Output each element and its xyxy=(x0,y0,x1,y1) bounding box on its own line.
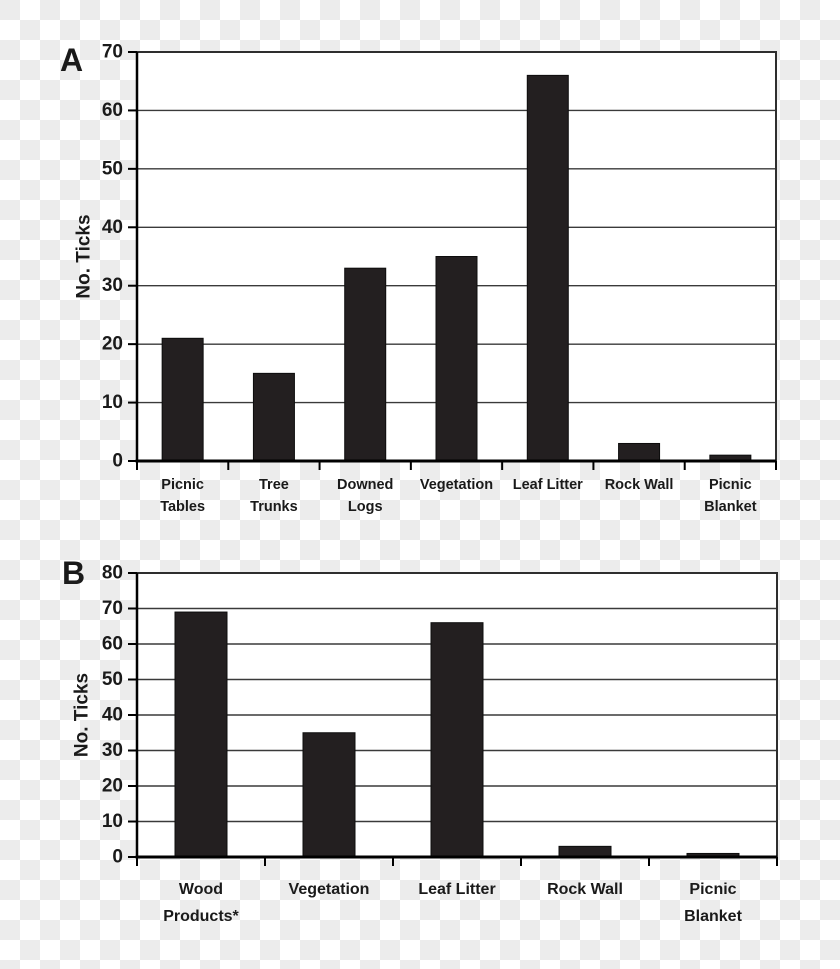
x-axis xyxy=(135,855,778,866)
bar xyxy=(344,267,387,462)
y-tick-label: 30 xyxy=(102,275,123,296)
category-label: Vegetation xyxy=(289,881,370,898)
category-label: Wood xyxy=(179,881,223,898)
y-tick-label: 50 xyxy=(102,158,123,179)
y-tick-label: 20 xyxy=(102,334,123,355)
category-labels: Wood Products* Vegetation Leaf Litter Rock W… xyxy=(163,881,742,925)
category-label: Tables xyxy=(160,499,205,515)
category-label: Picnic xyxy=(709,477,752,493)
category-label: Blanket xyxy=(704,499,757,515)
y-tick-label: 60 xyxy=(102,634,123,655)
bar xyxy=(174,611,228,858)
y-axis-title: No. Ticks xyxy=(74,214,95,298)
y-tick-label: 40 xyxy=(102,705,123,726)
y-tick-label: 0 xyxy=(112,847,123,868)
bars xyxy=(174,611,740,858)
y-axis: 0 10 20 30 40 50 60 70 80 xyxy=(102,563,139,868)
category-label: Blanket xyxy=(684,908,742,925)
y-tick-label: 80 xyxy=(102,563,123,584)
y-tick-label: 40 xyxy=(102,217,123,238)
y-tick-label: 50 xyxy=(102,669,123,690)
category-label: Leaf Litter xyxy=(513,477,583,493)
chart-panel-a: 0 10 20 30 40 50 60 70 Picnic Tables Tree Trunks Dow… xyxy=(60,42,777,515)
category-label: Logs xyxy=(348,499,383,515)
bar xyxy=(558,845,612,858)
y-axis-title: No. Ticks xyxy=(72,673,93,757)
x-axis xyxy=(135,459,777,470)
y-tick-label: 20 xyxy=(102,776,123,797)
bar xyxy=(435,256,478,462)
category-labels: Picnic Tables Tree Trunks Downed Logs Vegetati… xyxy=(160,477,756,515)
y-tick-label: 60 xyxy=(102,100,123,121)
bar xyxy=(302,732,356,858)
bar xyxy=(161,337,204,462)
y-tick-label: 70 xyxy=(102,598,123,619)
category-label: Trunks xyxy=(250,499,298,515)
category-label: Products* xyxy=(163,908,239,925)
panel-letter: A xyxy=(60,42,83,78)
bar xyxy=(618,442,661,462)
bar xyxy=(526,74,569,462)
chart-panel-b: 0 10 20 30 40 50 60 70 80 Wood Products* Vegetation… xyxy=(62,555,778,925)
category-label: Picnic xyxy=(161,477,204,493)
category-label: Downed xyxy=(337,477,393,493)
category-label: Vegetation xyxy=(420,477,493,493)
category-label: Tree xyxy=(259,477,289,493)
y-tick-label: 30 xyxy=(102,740,123,761)
y-tick-label: 10 xyxy=(102,392,123,413)
category-label: Rock Wall xyxy=(547,881,623,898)
y-tick-label: 10 xyxy=(102,811,123,832)
bar xyxy=(252,372,295,462)
category-label: Picnic xyxy=(689,881,736,898)
y-tick-label: 70 xyxy=(102,42,123,63)
y-tick-label: 0 xyxy=(112,451,123,472)
y-axis: 0 10 20 30 40 50 60 70 xyxy=(102,42,139,472)
panel-letter: B xyxy=(62,555,85,591)
category-label: Leaf Litter xyxy=(418,881,495,898)
category-label: Rock Wall xyxy=(605,477,674,493)
bar xyxy=(430,622,484,858)
